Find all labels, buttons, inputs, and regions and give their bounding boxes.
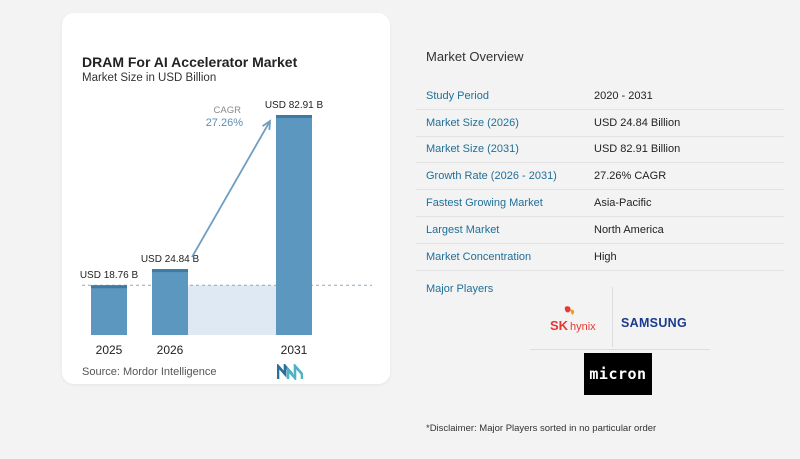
chart-title: DRAM For AI Accelerator Market [82, 54, 298, 70]
x-tick-label: 2031 [281, 343, 308, 357]
overview-table: Study Period 2020 - 2031 Market Size (2026… [416, 83, 784, 271]
bar-cap [91, 285, 127, 289]
overview-row-value: USD 24.84 Billion [594, 116, 681, 129]
bar [276, 115, 312, 335]
overview-row-value: 27.26% CAGR [594, 170, 667, 183]
sk-hynix-icon: SK hynix [550, 306, 596, 333]
overview-row: Market Concentration High [416, 244, 784, 271]
major-players-title: Major Players [426, 283, 494, 295]
sk-text: SK [550, 318, 569, 333]
overview-row-label: Study Period [426, 89, 489, 102]
overview-row-value: 2020 - 2031 [594, 89, 653, 102]
source-text: Source: Mordor Intelligence [82, 366, 217, 378]
bar-cap [152, 269, 188, 273]
disclaimer-text: *Disclaimer: Major Players sorted in no … [426, 423, 657, 434]
x-tick-label: 2026 [157, 343, 184, 357]
cagr-value: 27.26% [206, 117, 244, 129]
overview-row: Growth Rate (2026 - 2031) 27.26% CAGR [416, 163, 784, 191]
overview-row-label: Market Size (2031) [426, 143, 519, 156]
chart-card: USD 18.76 B 2025 USD 24.84 B 2026 USD 82.91 … [62, 13, 390, 384]
logo-divider-vertical [612, 287, 613, 347]
cagr-label: CAGR [214, 105, 242, 116]
data-label: USD 18.76 B [80, 270, 139, 281]
hynix-text: hynix [570, 321, 596, 333]
data-label: USD 24.84 B [141, 254, 200, 265]
growth-arrow-head [262, 119, 272, 131]
logo-divider-horizontal [530, 349, 710, 350]
overview-row-value: High [594, 250, 617, 263]
overview-row-value: Asia-Pacific [594, 197, 652, 210]
x-tick-label: 2025 [96, 343, 123, 357]
sk-hynix-logo: SK hynix [548, 305, 600, 340]
micron-logo: micron [584, 353, 652, 395]
bar-cap [276, 115, 312, 118]
overview-row: Largest Market North America [416, 217, 784, 244]
market-overview-title: Market Overview [426, 49, 524, 64]
chart-subtitle: Market Size in USD Billion [82, 72, 217, 84]
overview-row: Fastest Growing Market Asia-Pacific [416, 190, 784, 217]
overview-row-label: Fastest Growing Market [426, 197, 543, 210]
bar [91, 285, 127, 335]
overview-row-value: North America [594, 223, 664, 236]
overview-row: Market Size (2026) USD 24.84 Billion [416, 110, 784, 137]
bar-chart: USD 18.76 B 2025 USD 24.84 B 2026 USD 82.91 … [80, 100, 372, 357]
overview-row: Study Period 2020 - 2031 [416, 83, 784, 110]
overview-row: Market Size (2031) USD 82.91 Billion [416, 137, 784, 164]
overview-row-label: Market Concentration [426, 250, 532, 263]
overview-row-label: Market Size (2026) [426, 116, 519, 129]
growth-arrow [191, 120, 271, 258]
samsung-logo: SAMSUNG [621, 316, 687, 330]
overview-row-label: Growth Rate (2026 - 2031) [426, 170, 557, 183]
bar [152, 269, 188, 335]
overview-row-value: USD 82.91 Billion [594, 143, 681, 156]
overview-row-label: Largest Market [426, 223, 500, 236]
mordor-logo-icon [277, 364, 303, 380]
data-label: USD 82.91 B [265, 100, 324, 111]
